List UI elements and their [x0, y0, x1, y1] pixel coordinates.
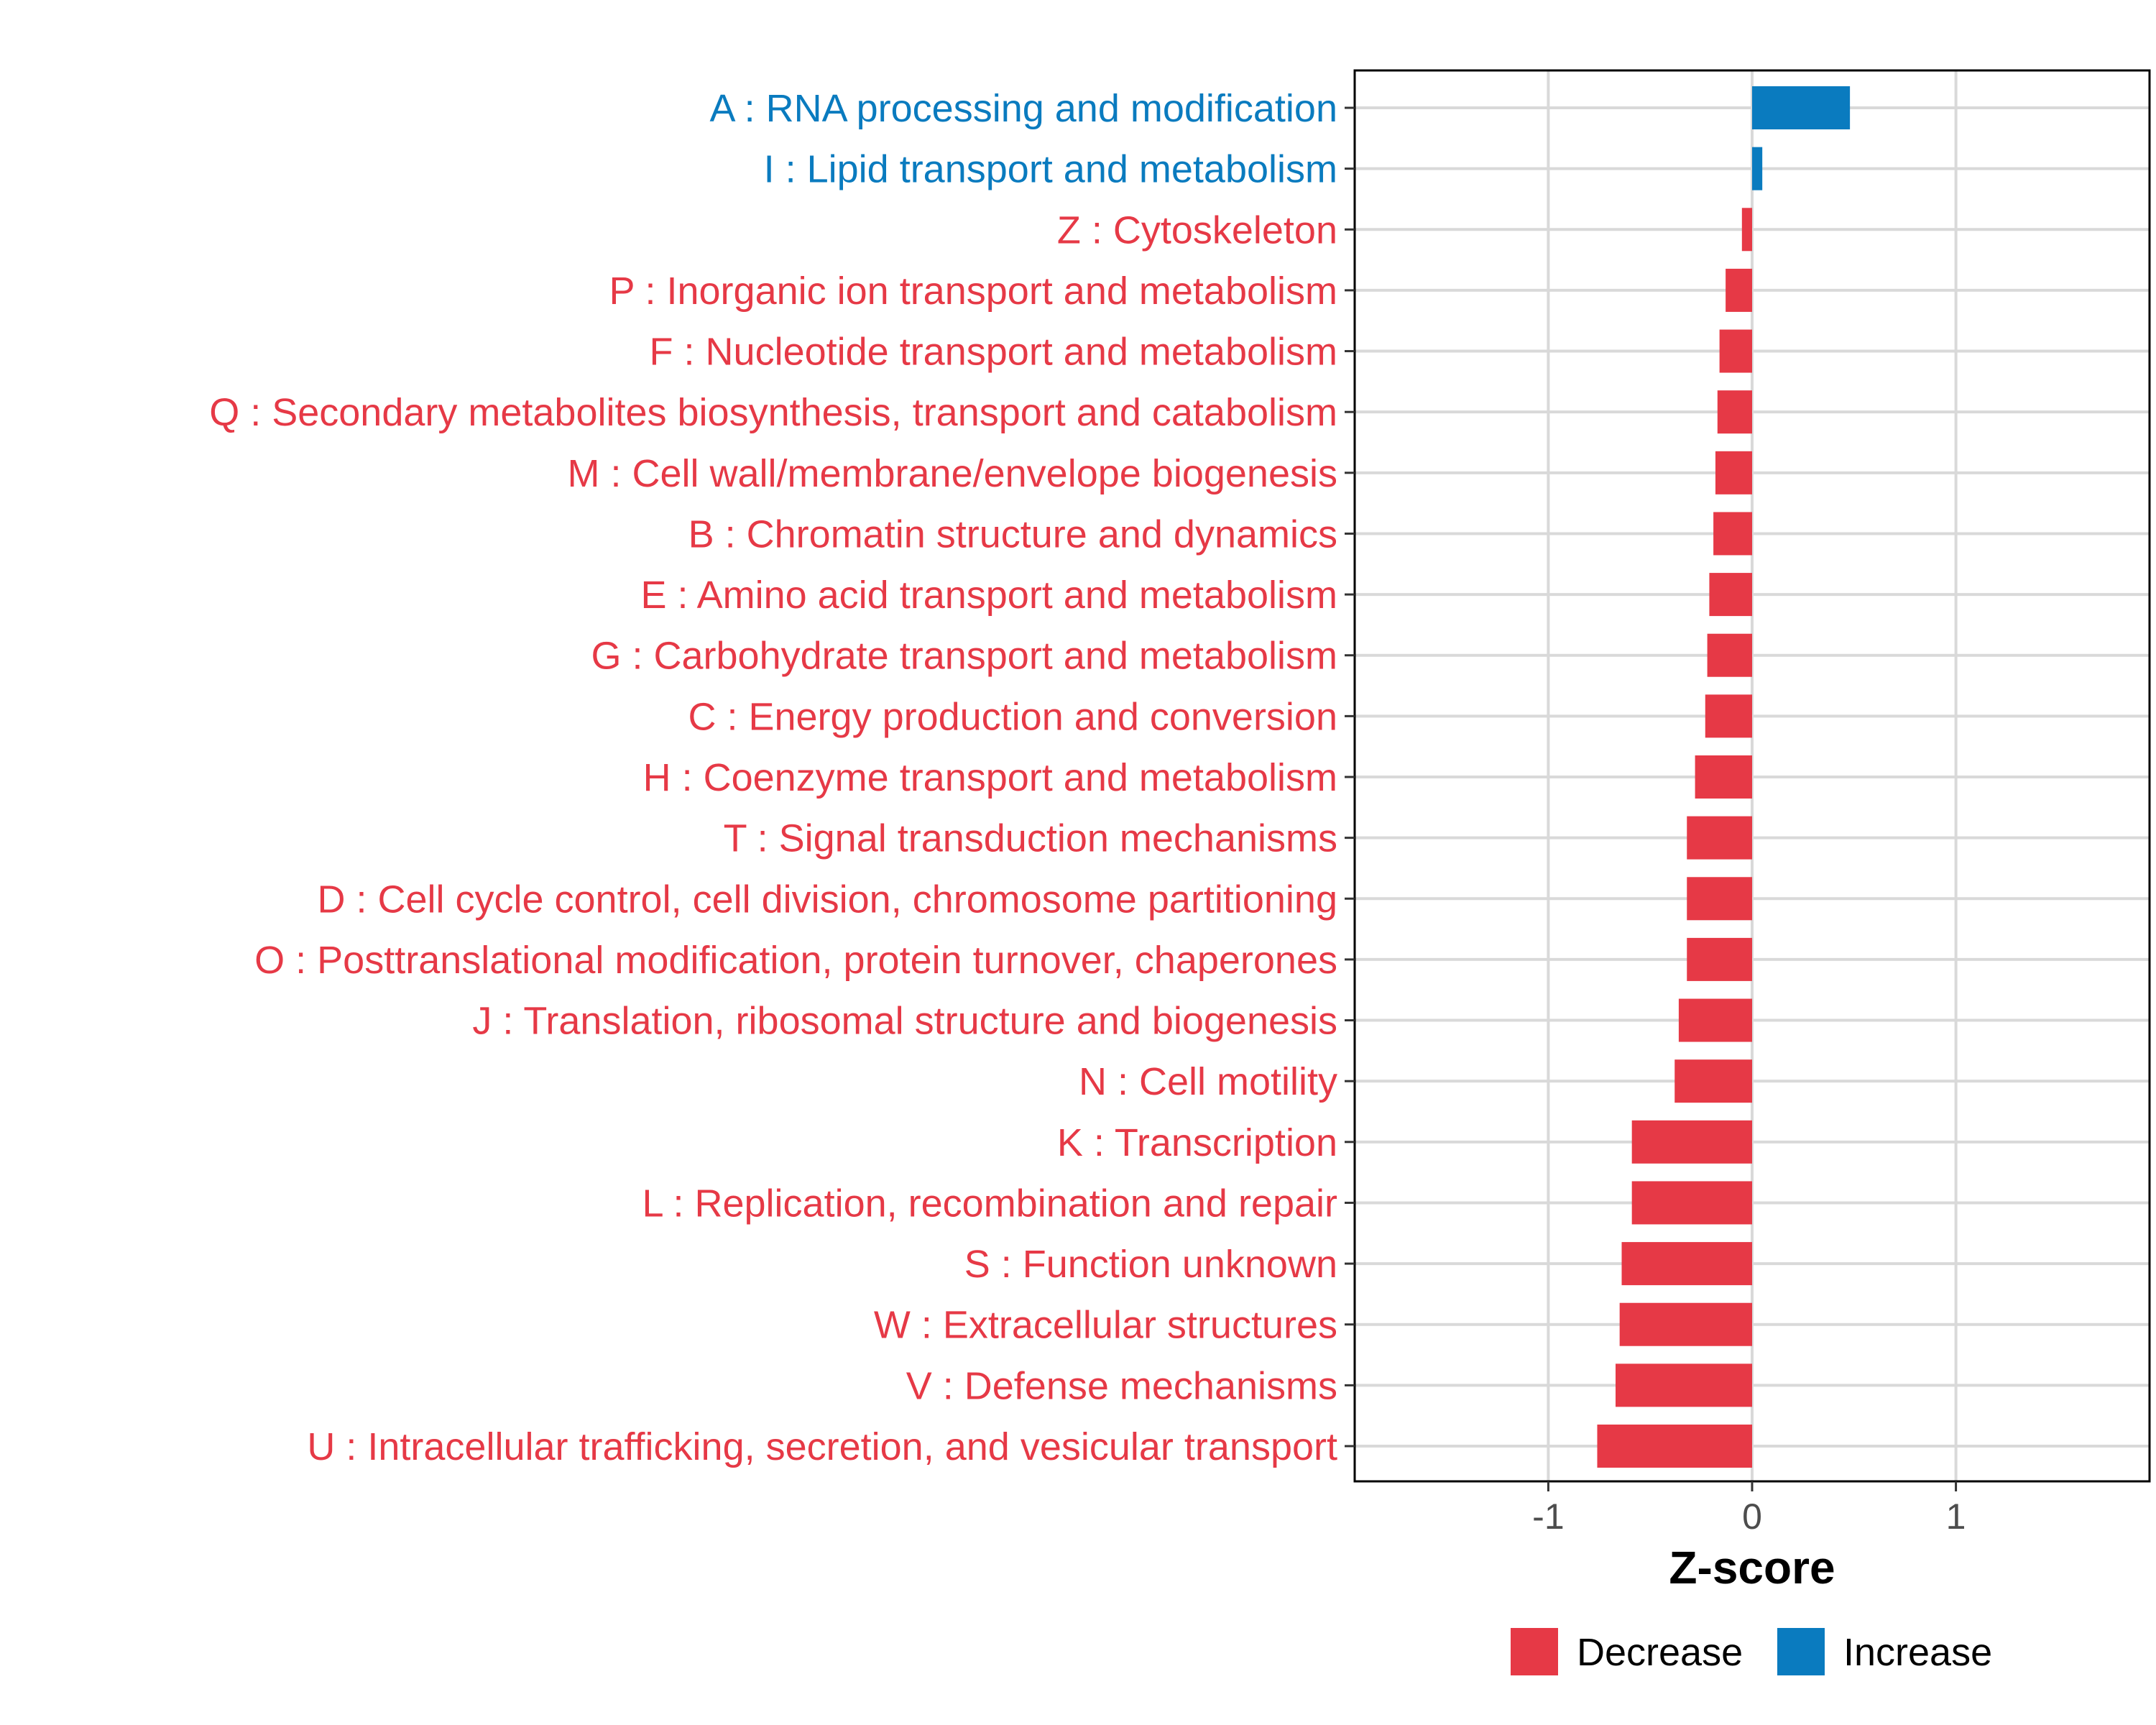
x-tick-label: -1 [1532, 1496, 1564, 1537]
bar [1687, 816, 1752, 860]
bar [1674, 1059, 1752, 1103]
y-tick-label: F : Nucleotide transport and metabolism [650, 331, 1337, 374]
bar [1695, 755, 1752, 799]
y-tick-label: Q : Secondary metabolites biosynthesis, … [209, 391, 1337, 434]
legend-key [1777, 1628, 1825, 1675]
bar [1619, 1302, 1752, 1346]
y-tick-label: B : Chromatin structure and dynamics [688, 512, 1337, 556]
x-tick-label: 0 [1742, 1496, 1762, 1537]
y-tick-label: Z : Cytoskeleton [1057, 208, 1337, 252]
x-axis: -1 0 1 [1532, 1481, 1966, 1537]
y-tick-label: I : Lipid transport and metabolism [764, 148, 1337, 191]
bar [1715, 451, 1752, 494]
bar [1631, 1120, 1752, 1164]
bar [1752, 86, 1851, 129]
bar [1713, 512, 1752, 556]
x-axis-title: Z-score [1669, 1542, 1835, 1593]
x-tick-label: 1 [1946, 1496, 1966, 1537]
y-tick-label: D : Cell cycle control, cell division, c… [317, 878, 1337, 921]
y-axis: A : RNA processing and modification I : L… [209, 87, 1355, 1468]
legend-label: Increase [1843, 1631, 1992, 1674]
bar [1615, 1363, 1752, 1407]
bar [1719, 329, 1752, 373]
bar [1678, 998, 1752, 1042]
bar [1621, 1242, 1752, 1286]
y-tick-label: E : Amino acid transport and metabolism [641, 574, 1337, 617]
y-tick-label: L : Replication, recombination and repai… [642, 1182, 1337, 1225]
bar [1741, 208, 1752, 252]
y-tick-label: A : RNA processing and modification [710, 87, 1337, 130]
legend-key [1511, 1628, 1558, 1675]
bar [1717, 390, 1752, 434]
legend: Decrease Increase [1511, 1628, 1992, 1675]
bar [1631, 1181, 1752, 1225]
bar [1705, 694, 1752, 738]
y-tick-label: U : Intracellular trafficking, secretion… [307, 1425, 1337, 1468]
legend-label: Decrease [1577, 1631, 1743, 1674]
y-tick-label: W : Extracellular structures [874, 1304, 1337, 1347]
y-tick-label: V : Defense mechanisms [906, 1364, 1337, 1407]
bar [1687, 937, 1752, 981]
bar [1687, 877, 1752, 921]
y-tick-label: S : Function unknown [964, 1243, 1337, 1286]
y-tick-label: H : Coenzyme transport and metabolism [643, 756, 1337, 799]
y-tick-label: O : Posttranslational modification, prot… [254, 939, 1337, 982]
bars [1597, 86, 1851, 1468]
bar [1597, 1425, 1752, 1468]
y-tick-label: P : Inorganic ion transport and metaboli… [609, 270, 1337, 313]
y-tick-label: C : Energy production and conversion [688, 695, 1337, 738]
y-tick-label: M : Cell wall/membrane/envelope biogenes… [567, 452, 1337, 495]
y-tick-label: G : Carbohydrate transport and metabolis… [591, 635, 1338, 678]
bar [1709, 573, 1752, 617]
bar [1726, 268, 1752, 312]
y-tick-label: K : Transcription [1057, 1121, 1337, 1164]
y-tick-label: J : Translation, ribosomal structure and… [472, 1000, 1337, 1043]
bar [1707, 633, 1752, 677]
y-tick-label: N : Cell motility [1079, 1060, 1337, 1103]
y-tick-label: T : Signal transduction mechanisms [724, 817, 1337, 860]
bar [1752, 147, 1763, 190]
